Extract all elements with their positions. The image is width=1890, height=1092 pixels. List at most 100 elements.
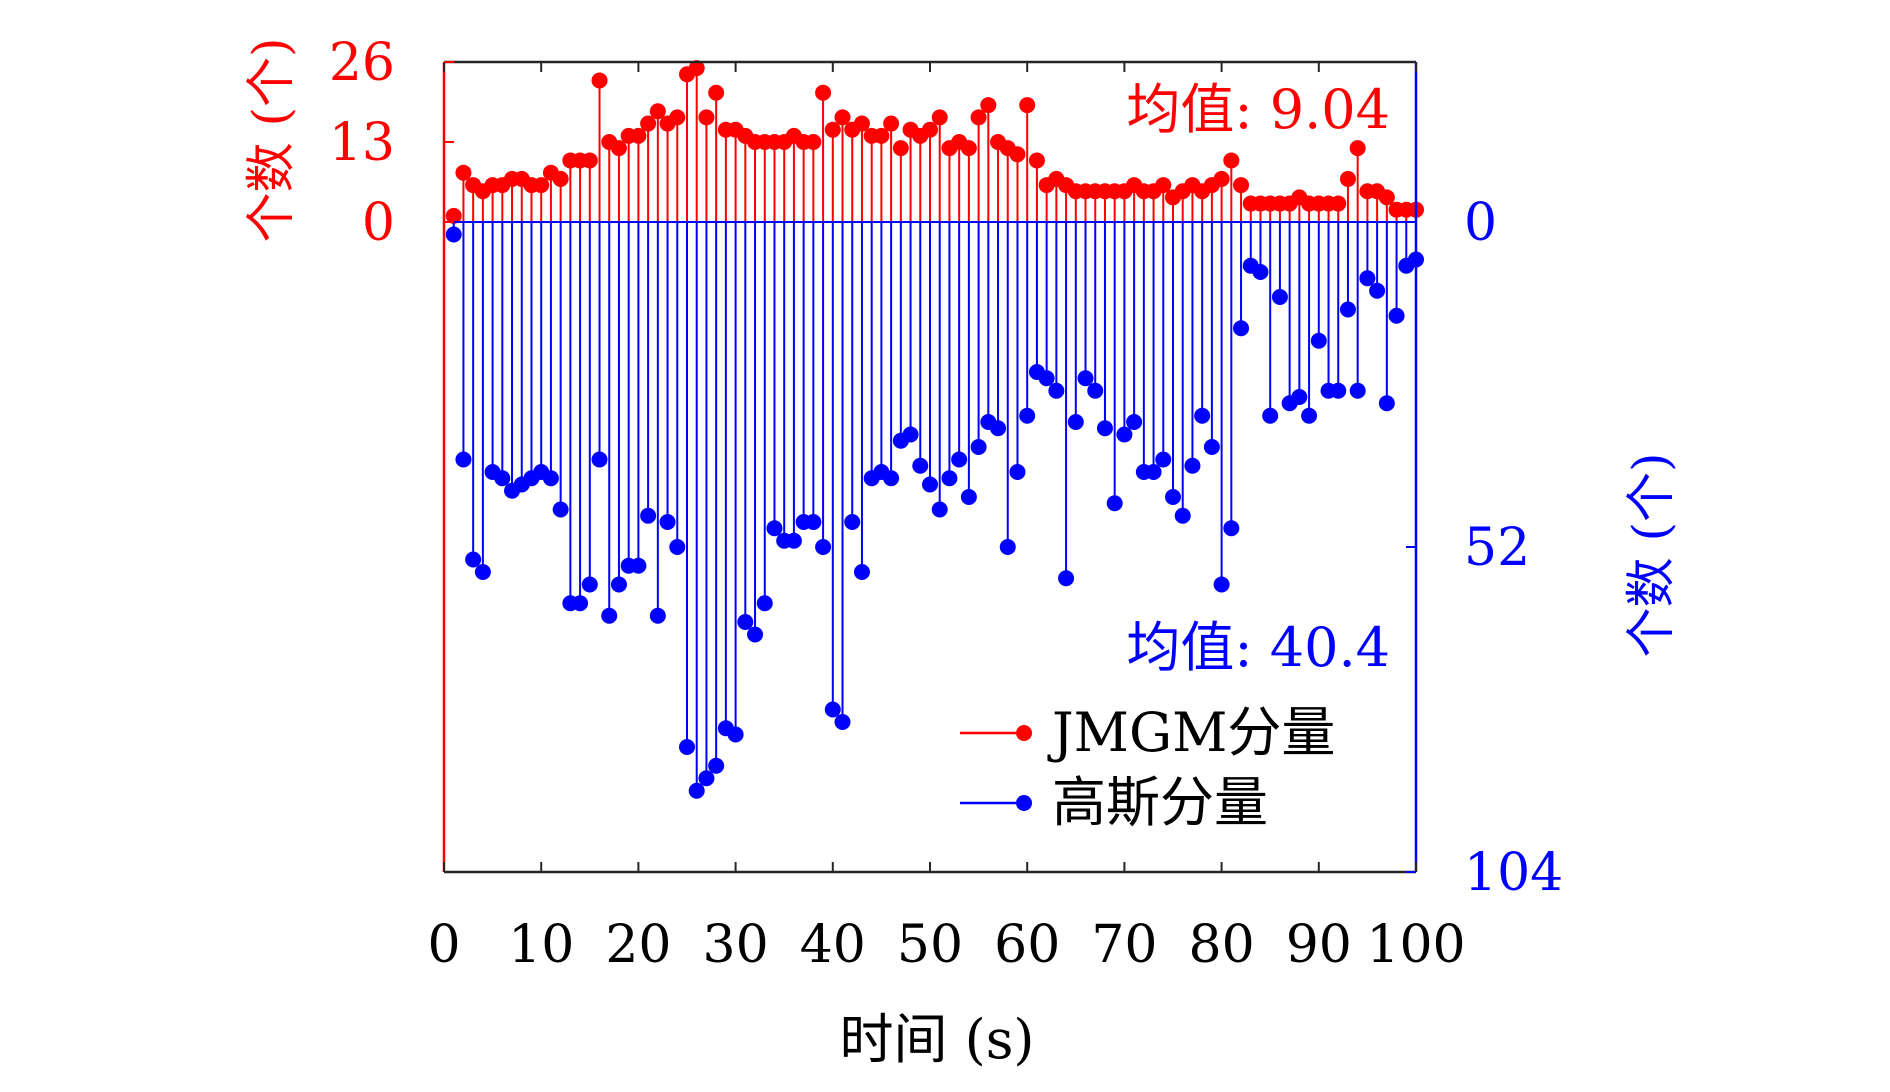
- data-point-blue: [1291, 389, 1308, 405]
- data-point-red: [688, 60, 705, 77]
- data-point-blue: [1038, 370, 1055, 387]
- mean-annotation-blue: 均值: 40.4: [1126, 616, 1390, 679]
- data-point-red: [669, 109, 686, 126]
- data-point-blue: [1271, 289, 1288, 305]
- stems-layer: [445, 60, 1424, 799]
- data-point-blue: [1349, 382, 1366, 399]
- data-point-red: [533, 177, 550, 194]
- data-point-red: [708, 84, 725, 101]
- data-point-blue: [922, 476, 938, 493]
- data-point-blue: [941, 470, 958, 487]
- data-point-red: [853, 115, 870, 132]
- x-tick-label: 20: [605, 915, 671, 975]
- data-point-red: [892, 140, 909, 157]
- data-point-red: [1378, 189, 1395, 206]
- data-point-blue: [805, 514, 822, 530]
- data-point-blue: [912, 457, 929, 474]
- data-point-blue: [785, 532, 802, 549]
- data-point-blue: [960, 489, 977, 505]
- data-point-blue: [834, 714, 851, 730]
- data-point-blue: [581, 576, 598, 593]
- x-tick-label: 40: [800, 915, 866, 975]
- text-layer: 0 10 20 30 40 50 60 70 80 90 100 26 13 0 0 52 104 时间 (s) 个…: [242, 33, 1680, 1071]
- data-point-blue: [1388, 307, 1405, 324]
- data-point-blue: [1233, 320, 1250, 337]
- x-tick-label: 50: [897, 915, 963, 975]
- data-point-blue: [824, 701, 841, 718]
- data-point-red: [445, 207, 462, 224]
- x-tick-label: 10: [508, 915, 574, 975]
- data-point-blue: [727, 726, 744, 743]
- data-point-blue: [756, 595, 773, 612]
- data-point-blue: [1330, 382, 1347, 399]
- data-point-red: [552, 170, 569, 187]
- data-point-blue: [1301, 407, 1318, 424]
- x-tick-label: 70: [1091, 915, 1157, 975]
- data-point-blue: [1165, 489, 1181, 505]
- data-point-blue: [679, 739, 695, 755]
- data-point-blue: [465, 551, 482, 568]
- x-axis-label: 时间 (s): [839, 1008, 1034, 1071]
- data-point-blue: [1203, 439, 1220, 455]
- data-point-red: [640, 115, 657, 132]
- data-point-blue: [1077, 370, 1094, 387]
- x-tick-label: 80: [1189, 915, 1255, 975]
- x-tick-label: 60: [994, 915, 1060, 975]
- data-point-blue: [1087, 382, 1104, 399]
- data-point-red: [834, 109, 851, 126]
- data-point-blue: [708, 757, 725, 774]
- data-point-blue: [698, 770, 715, 787]
- data-point-blue: [853, 564, 870, 580]
- data-point-blue: [1184, 457, 1201, 474]
- data-point-blue: [669, 539, 686, 555]
- data-point-blue: [1155, 451, 1172, 468]
- data-point-blue: [445, 226, 462, 243]
- data-point-blue: [1194, 407, 1211, 424]
- data-point-blue: [1174, 507, 1191, 524]
- data-point-red: [1155, 177, 1172, 194]
- legend-entry-label: JMGM分量: [1047, 701, 1335, 764]
- data-point-blue: [1359, 270, 1376, 287]
- data-point-blue: [659, 514, 676, 530]
- data-point-red: [960, 140, 977, 157]
- data-point-blue: [630, 557, 647, 574]
- data-point-blue: [1009, 464, 1026, 480]
- data-point-red: [581, 152, 598, 169]
- data-point-blue: [455, 451, 472, 468]
- x-tick-label: 0: [427, 915, 460, 975]
- data-point-red: [1028, 152, 1045, 169]
- data-point-blue: [1116, 426, 1133, 443]
- data-point-blue: [1262, 407, 1279, 424]
- data-point-blue: [747, 626, 764, 643]
- data-point-blue: [640, 507, 657, 524]
- left-axis-label: 个数 (个): [242, 38, 300, 243]
- data-point-blue: [844, 514, 861, 530]
- data-point-blue: [1369, 282, 1386, 299]
- data-point-blue: [766, 520, 783, 537]
- data-point-red: [1339, 170, 1356, 187]
- data-point-red: [883, 115, 900, 132]
- data-point-blue: [1019, 407, 1036, 424]
- data-point-blue: [688, 782, 705, 799]
- data-point-blue: [601, 607, 618, 624]
- data-point-blue: [494, 470, 511, 487]
- data-point-red: [922, 121, 938, 138]
- data-point-blue: [951, 451, 968, 468]
- data-point-blue: [1048, 382, 1065, 399]
- data-point-red: [805, 134, 822, 150]
- legend-entry-label: 高斯分量: [1052, 771, 1268, 834]
- data-point-blue: [542, 470, 559, 487]
- data-point-blue: [1223, 520, 1240, 537]
- data-point-blue: [1252, 264, 1269, 280]
- right-tick-label: 52: [1464, 518, 1530, 578]
- data-point-red: [824, 121, 841, 138]
- data-point-blue: [990, 420, 1007, 437]
- data-point-red: [1223, 152, 1240, 169]
- data-point-red: [931, 109, 948, 126]
- x-tick-label: 100: [1366, 915, 1465, 975]
- data-point-blue: [1106, 495, 1123, 512]
- data-point-red: [970, 109, 987, 126]
- data-point-blue: [902, 426, 919, 443]
